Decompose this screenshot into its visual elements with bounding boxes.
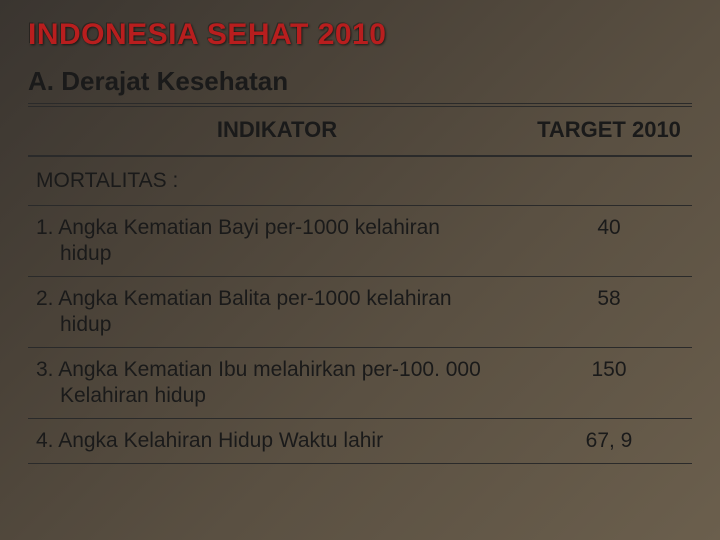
row-label-line2: hidup [36,242,518,266]
section-empty [526,156,692,206]
subtitle: A. Derajat Kesehatan [28,66,692,97]
row-value: 150 [526,348,692,419]
section-label: MORTALITAS : [28,156,526,206]
row-label-line1: 1. Angka Kematian Bayi per-1000 kelahira… [36,216,440,239]
row-value: 40 [526,206,692,277]
slide-container: INDONESIA SEHAT 2010 A. Derajat Kesehata… [0,0,720,464]
main-title: INDONESIA SEHAT 2010 [28,18,692,52]
table-row: 4. Angka Kelahiran Hidup Waktu lahir 67,… [28,419,692,464]
row-label-line2: hidup [36,313,518,337]
row-label: 1. Angka Kematian Bayi per-1000 kelahira… [28,206,526,277]
section-row: MORTALITAS : [28,156,692,206]
table-header-row: INDIKATOR TARGET 2010 [28,105,692,156]
row-label: 4. Angka Kelahiran Hidup Waktu lahir [28,419,526,464]
row-label-line1: 3. Angka Kematian Ibu melahirkan per-100… [36,358,481,381]
table-row: 2. Angka Kematian Balita per-1000 kelahi… [28,277,692,348]
row-value: 67, 9 [526,419,692,464]
row-label: 2. Angka Kematian Balita per-1000 kelahi… [28,277,526,348]
indicator-table: INDIKATOR TARGET 2010 MORTALITAS : 1. An… [28,103,692,464]
column-header-indikator: INDIKATOR [28,105,526,156]
row-label-line1: 2. Angka Kematian Balita per-1000 kelahi… [36,287,452,310]
row-value: 58 [526,277,692,348]
row-label: 3. Angka Kematian Ibu melahirkan per-100… [28,348,526,419]
row-label-line2: Kelahiran hidup [36,384,518,408]
table-row: 1. Angka Kematian Bayi per-1000 kelahira… [28,206,692,277]
row-label-line1: 4. Angka Kelahiran Hidup Waktu lahir [36,429,383,452]
column-header-target: TARGET 2010 [526,105,692,156]
table-row: 3. Angka Kematian Ibu melahirkan per-100… [28,348,692,419]
